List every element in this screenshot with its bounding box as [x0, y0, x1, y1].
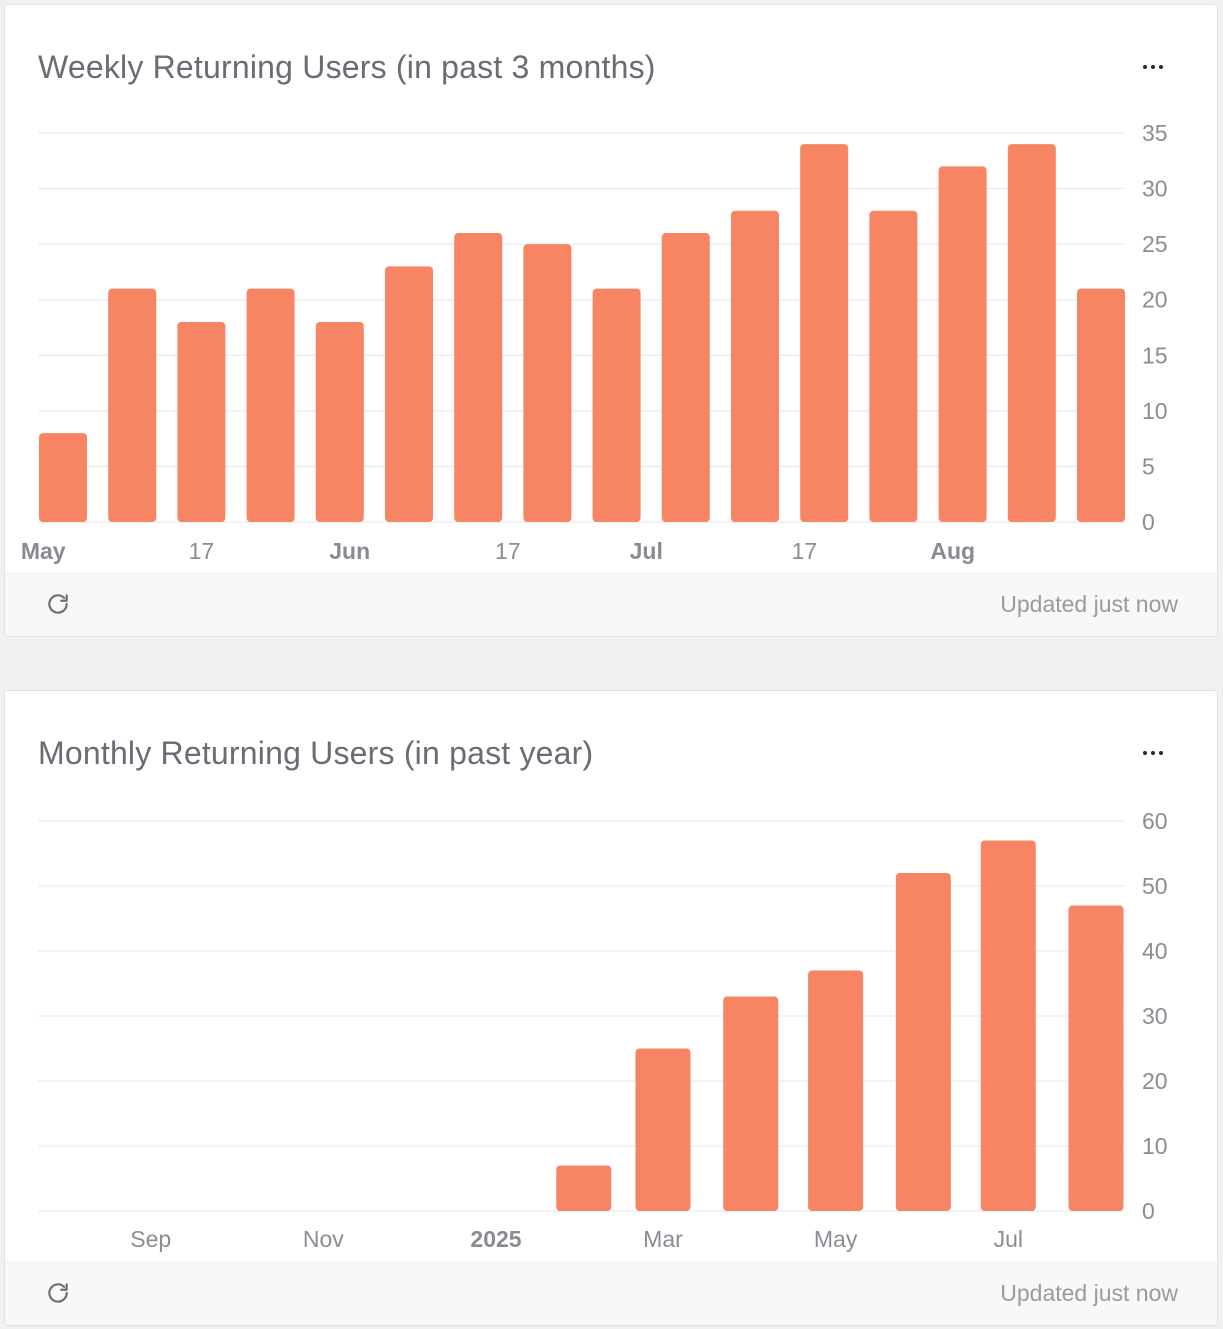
bar[interactable] — [246, 288, 295, 522]
x-tick-label: 17 — [189, 538, 215, 564]
more-horizontal-icon[interactable] — [1141, 55, 1165, 79]
bar[interactable] — [723, 996, 779, 1212]
bar[interactable] — [980, 840, 1036, 1212]
bar[interactable] — [315, 321, 364, 522]
bar[interactable] — [39, 433, 87, 522]
card-footer: Updated just now — [5, 572, 1217, 636]
monthly-returning-users-card: Monthly Returning Users (in past year) 0… — [4, 690, 1218, 1326]
card-title: Weekly Returning Users (in past 3 months… — [38, 49, 656, 85]
y-tick-label: 30 — [1142, 176, 1168, 202]
bar[interactable] — [938, 166, 987, 523]
bar[interactable] — [731, 210, 779, 523]
y-tick-label: 10 — [1142, 1133, 1168, 1159]
x-tick-label: 17 — [495, 538, 521, 564]
x-tick-label: Sep — [130, 1226, 171, 1252]
bar[interactable] — [1077, 288, 1125, 522]
y-tick-label: 50 — [1142, 873, 1168, 899]
bar[interactable] — [108, 288, 157, 522]
y-tick-label: 60 — [1142, 808, 1168, 834]
x-tick-label: Nov — [303, 1226, 344, 1252]
x-tick-label: 2025 — [470, 1226, 521, 1252]
bar[interactable] — [177, 321, 226, 522]
x-tick-label: Jul — [630, 538, 663, 564]
weekly-returning-users-card: Weekly Returning Users (in past 3 months… — [4, 4, 1218, 637]
card-footer: Updated just now — [5, 1261, 1217, 1325]
bar[interactable] — [523, 244, 572, 522]
y-tick-label: 20 — [1142, 287, 1168, 313]
bar[interactable] — [556, 1165, 612, 1212]
y-tick-label: 20 — [1142, 1068, 1168, 1094]
card-title: Monthly Returning Users (in past year) — [38, 735, 594, 771]
x-tick-label: May — [814, 1226, 858, 1252]
weekly-bar-chart: 0 5 10 15 20 25 30 35 May 17 Jun 17 Jul 17 Aug — [21, 120, 1168, 564]
monthly-bar-chart: 0 10 20 30 40 50 60 Sep Nov 2025 Mar May Jul — [38, 808, 1168, 1252]
refresh-icon[interactable] — [45, 591, 71, 617]
x-tick-label: Jun — [329, 538, 370, 564]
bar[interactable] — [661, 233, 710, 522]
x-tick-label: May — [21, 538, 66, 564]
bar[interactable] — [895, 873, 951, 1211]
bar[interactable] — [454, 233, 503, 522]
bar[interactable] — [592, 288, 641, 522]
updated-status: Updated just now — [1000, 1280, 1178, 1306]
y-tick-label: 0 — [1142, 1198, 1155, 1224]
y-tick-label: 5 — [1142, 453, 1155, 479]
bar[interactable] — [869, 210, 918, 523]
refresh-icon[interactable] — [45, 1280, 71, 1306]
bar[interactable] — [808, 970, 864, 1212]
y-tick-label: 0 — [1142, 509, 1155, 535]
y-tick-label: 40 — [1142, 938, 1168, 964]
x-tick-label: Jul — [994, 1226, 1023, 1252]
y-tick-label: 30 — [1142, 1003, 1168, 1029]
bar[interactable] — [1007, 144, 1056, 522]
bar[interactable] — [800, 144, 849, 522]
x-tick-label: Mar — [643, 1226, 683, 1252]
more-horizontal-icon[interactable] — [1141, 741, 1165, 765]
bar[interactable] — [635, 1048, 691, 1212]
y-tick-label: 25 — [1142, 231, 1168, 257]
bar[interactable] — [1068, 905, 1124, 1212]
x-tick-label: 17 — [792, 538, 818, 564]
y-tick-label: 10 — [1142, 398, 1168, 424]
updated-status: Updated just now — [1000, 591, 1178, 617]
y-tick-label: 35 — [1142, 120, 1168, 146]
bar[interactable] — [385, 266, 433, 522]
x-tick-label: Aug — [930, 538, 975, 564]
y-tick-label: 15 — [1142, 342, 1168, 368]
